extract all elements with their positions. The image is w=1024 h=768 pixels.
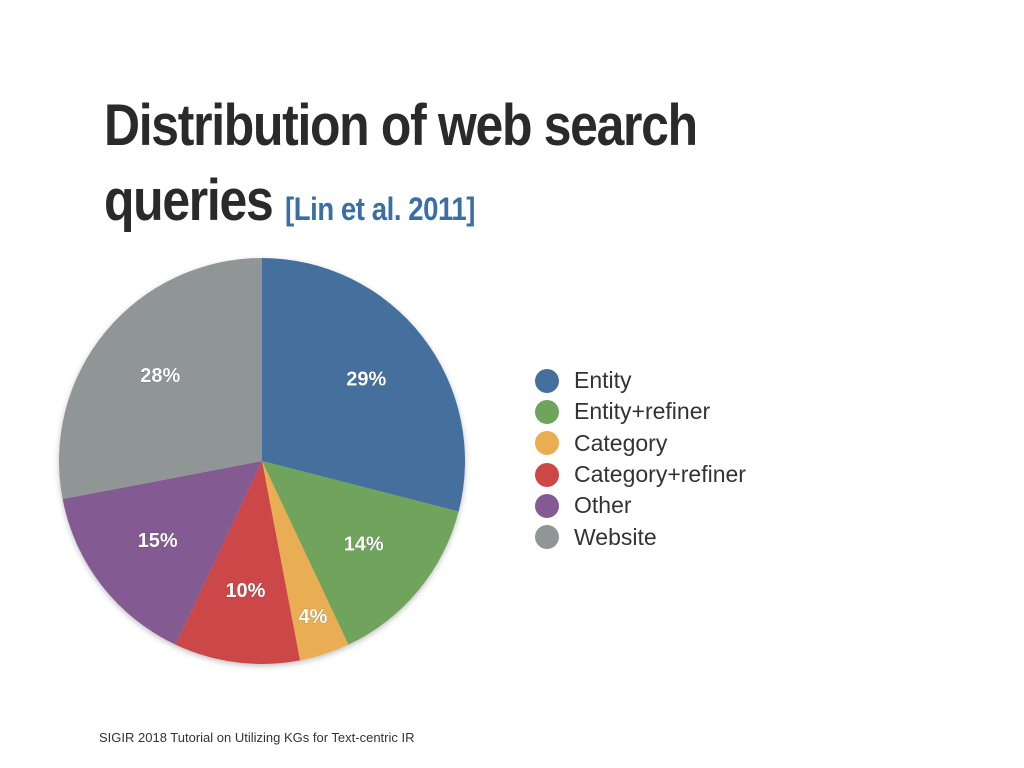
legend-swatch [535, 368, 559, 393]
pie-slice-website [58, 258, 262, 500]
title-line-2: queries [104, 168, 274, 233]
pie-slice-other [62, 461, 262, 645]
slide-footer: SIGIR 2018 Tutorial on Utilizing KGs for… [99, 730, 415, 745]
legend-item-entity: Entity [535, 365, 746, 396]
slice-label-other: 15% [138, 530, 178, 552]
legend-swatch [535, 525, 559, 550]
legend-item-category-refiner: Category+refiner [535, 459, 746, 490]
pie-slice-entity-refiner [262, 461, 459, 645]
legend-swatch [535, 462, 559, 487]
legend-label: Category [574, 429, 668, 456]
legend-swatch [535, 399, 559, 424]
legend-item-category: Category [535, 428, 746, 459]
slice-label-website: 28% [140, 365, 180, 387]
legend-item-entity-refiner: Entity+refiner [535, 396, 746, 427]
slice-label-entity-refiner: 14% [344, 533, 384, 555]
pie-slice-entity [262, 258, 465, 512]
legend-swatch [535, 493, 559, 518]
legend-item-other: Other [535, 490, 746, 521]
legend-item-website: Website [535, 521, 746, 552]
legend-label: Category+refiner [574, 461, 746, 488]
legend-label: Other [574, 492, 632, 519]
legend-label: Website [574, 523, 657, 550]
slice-label-category-refiner: 10% [225, 580, 265, 602]
slide-title: Distribution of web search queries [Lin … [104, 88, 861, 247]
legend-swatch [535, 431, 559, 456]
slice-label-category: 4% [299, 606, 328, 628]
citation: [Lin et al. 2011] [284, 191, 475, 227]
chart-legend: Entity Entity+refiner Category Category+ref… [535, 365, 746, 553]
pie-slice-category [262, 461, 349, 661]
title-line-1: Distribution of web search [104, 93, 698, 158]
legend-label: Entity+refiner [574, 398, 711, 425]
legend-label: Entity [574, 367, 632, 394]
pie-slice-category-refiner [175, 461, 301, 664]
slice-label-entity: 29% [346, 368, 386, 390]
